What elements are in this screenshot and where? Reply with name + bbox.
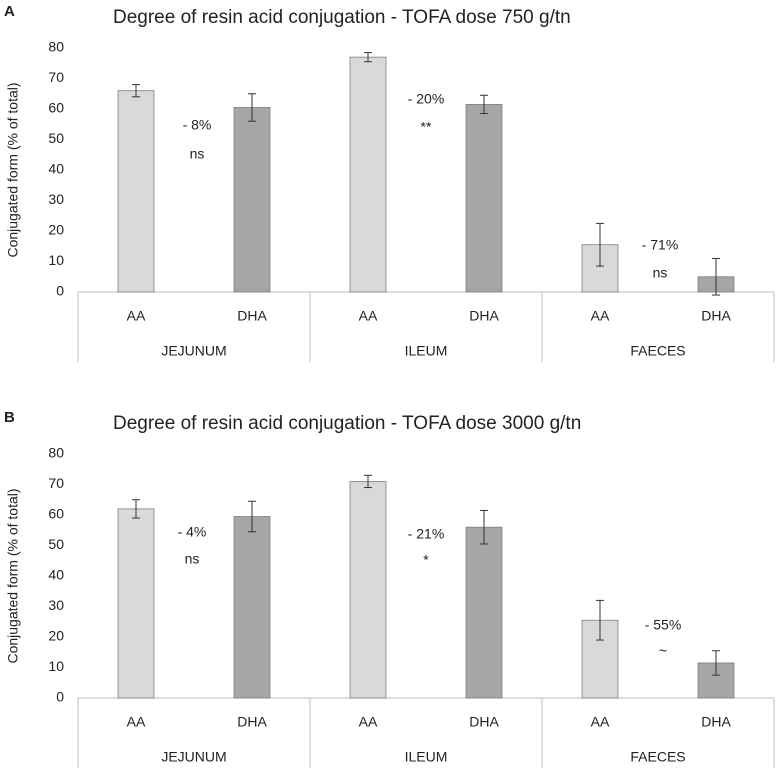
x-tick-label: DHA xyxy=(237,714,267,730)
error-bar xyxy=(132,499,140,519)
x-tick-label: DHA xyxy=(701,308,731,324)
error-bar xyxy=(132,84,140,98)
error-bar xyxy=(480,509,488,545)
error-bar xyxy=(364,52,372,63)
y-tick-label: 50 xyxy=(48,536,64,552)
x-tick-label: AA xyxy=(127,714,146,730)
y-tick-label: 40 xyxy=(48,161,64,177)
significance: ** xyxy=(421,119,432,135)
y-tick-label: 20 xyxy=(48,628,64,644)
bar xyxy=(117,90,155,293)
bar xyxy=(233,107,271,293)
annotation: - 20% xyxy=(408,91,445,107)
y-tick-label: 80 xyxy=(48,445,64,461)
error-bar xyxy=(712,257,720,296)
y-tick-label: 60 xyxy=(48,100,64,116)
y-axis-label: Conjugated form (% of total) xyxy=(5,82,21,257)
y-tick-label: 40 xyxy=(48,567,64,583)
annotation: - 71% xyxy=(642,237,679,253)
annotation: - 21% xyxy=(408,526,445,542)
group-label: JEJUNUM xyxy=(161,749,226,765)
significance: ns xyxy=(190,146,205,162)
y-tick-label: 50 xyxy=(48,130,64,146)
x-tick-label: AA xyxy=(127,308,146,324)
x-tick-label: DHA xyxy=(469,308,499,324)
y-tick-label: 80 xyxy=(48,39,64,55)
error-bar xyxy=(480,94,488,115)
annotation: - 55% xyxy=(645,617,682,633)
x-tick-label: DHA xyxy=(237,308,267,324)
bar xyxy=(349,56,387,293)
group-label: JEJUNUM xyxy=(161,343,226,359)
annotation: - 8% xyxy=(183,117,212,133)
y-tick-label: 60 xyxy=(48,506,64,522)
y-tick-label: 20 xyxy=(48,222,64,238)
y-tick-label: 30 xyxy=(48,597,64,613)
annotation: - 4% xyxy=(178,524,207,540)
y-tick-label: 0 xyxy=(56,283,64,299)
chart-title: Degree of resin acid conjugation - TOFA … xyxy=(113,413,581,434)
x-tick-label: AA xyxy=(359,308,378,324)
x-tick-label: AA xyxy=(591,714,610,730)
y-tick-label: 30 xyxy=(48,191,64,207)
error-bar xyxy=(248,93,256,122)
bar xyxy=(465,104,503,293)
group-label: FAECES xyxy=(630,749,685,765)
significance: ~ xyxy=(659,643,667,659)
error-bar xyxy=(248,500,256,533)
y-tick-label: 10 xyxy=(48,658,64,674)
significance: * xyxy=(423,552,429,568)
y-tick-label: 70 xyxy=(48,69,64,85)
group-label: ILEUM xyxy=(405,749,448,765)
panel-label: B xyxy=(4,409,15,426)
group-label: ILEUM xyxy=(405,343,448,359)
significance: ns xyxy=(185,551,200,567)
error-bar xyxy=(712,650,720,676)
error-bar xyxy=(364,474,372,489)
bar xyxy=(233,516,271,699)
y-axis-label: Conjugated form (% of total) xyxy=(5,488,21,663)
x-tick-label: AA xyxy=(359,714,378,730)
error-bar xyxy=(596,222,604,267)
group-label: FAECES xyxy=(630,343,685,359)
y-tick-label: 10 xyxy=(48,252,64,268)
bar xyxy=(465,526,503,699)
x-tick-label: DHA xyxy=(701,714,731,730)
x-tick-label: DHA xyxy=(469,714,499,730)
significance: ns xyxy=(653,265,668,281)
bar xyxy=(117,508,155,699)
y-tick-label: 0 xyxy=(56,689,64,705)
x-tick-label: AA xyxy=(591,308,610,324)
bar xyxy=(349,481,387,699)
panel-label: A xyxy=(4,3,15,20)
y-tick-label: 70 xyxy=(48,475,64,491)
chart-title: Degree of resin acid conjugation - TOFA … xyxy=(113,7,571,28)
error-bar xyxy=(596,599,604,641)
